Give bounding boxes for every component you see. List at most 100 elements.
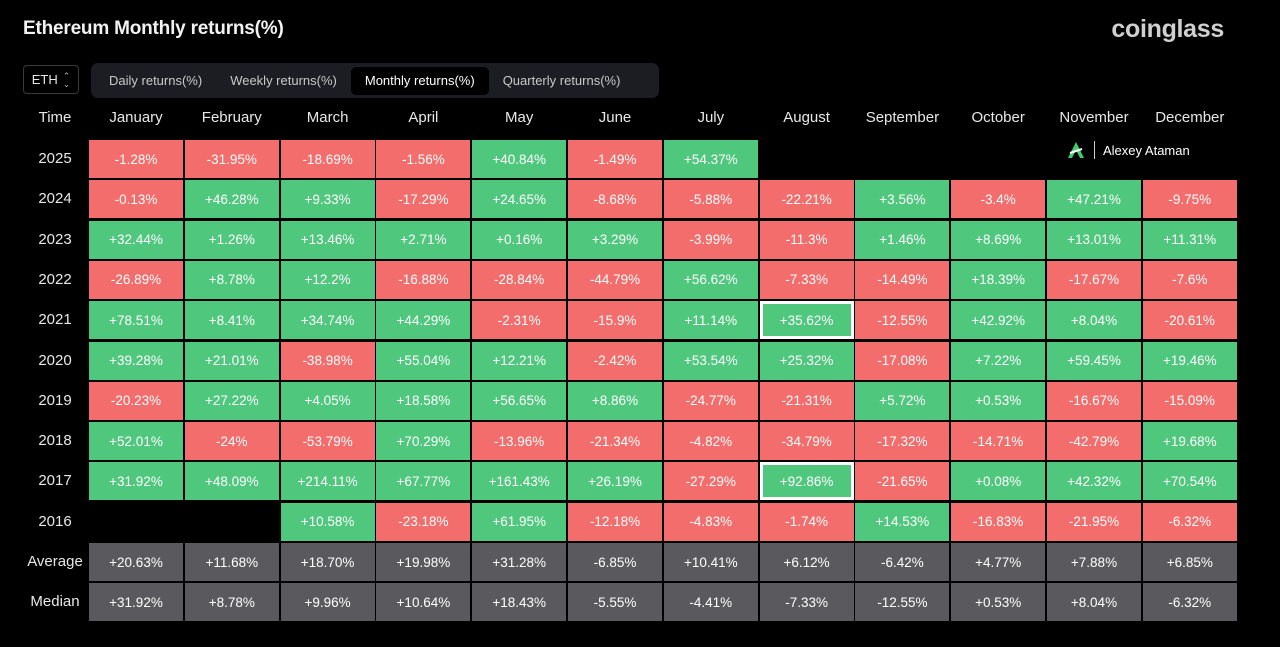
return-cell[interactable]: +46.28% <box>184 180 279 219</box>
return-cell[interactable]: +25.32% <box>759 341 854 380</box>
return-cell[interactable]: +3.29% <box>568 220 662 259</box>
return-cell[interactable]: +0.16% <box>472 220 567 259</box>
return-cell[interactable]: +8.69% <box>951 220 1046 259</box>
return-cell[interactable]: -21.95% <box>1047 502 1141 541</box>
return-cell[interactable]: -6.32% <box>1142 583 1237 622</box>
return-cell[interactable]: +53.54% <box>663 341 758 380</box>
return-cell[interactable]: +47.21% <box>1047 180 1141 219</box>
return-cell[interactable]: +9.96% <box>280 583 375 622</box>
return-cell[interactable]: -24% <box>184 422 279 461</box>
return-cell[interactable]: +11.68% <box>184 543 279 581</box>
return-cell[interactable]: +42.32% <box>1047 462 1141 501</box>
return-cell[interactable]: +8.04% <box>1047 301 1141 340</box>
return-cell[interactable]: -22.21% <box>759 180 854 219</box>
return-cell[interactable]: +4.05% <box>280 381 375 420</box>
return-cell[interactable]: -16.83% <box>951 502 1046 541</box>
return-cell[interactable]: -12.18% <box>568 502 662 541</box>
return-cell[interactable]: -0.13% <box>89 180 183 219</box>
return-cell[interactable]: +18.70% <box>280 543 375 581</box>
return-cell[interactable]: -14.49% <box>855 260 950 299</box>
return-cell[interactable]: +5.72% <box>855 381 950 420</box>
return-cell[interactable]: +32.44% <box>89 220 183 259</box>
tab-weekly-returns[interactable]: Weekly returns(%) <box>230 73 337 88</box>
return-cell[interactable]: -13.96% <box>472 422 567 461</box>
return-cell[interactable]: -23.18% <box>376 502 471 541</box>
return-cell[interactable]: +92.86% <box>759 462 854 501</box>
return-cell[interactable]: +56.65% <box>472 381 567 420</box>
return-cell[interactable]: -24.77% <box>663 381 758 420</box>
return-cell[interactable]: +7.88% <box>1047 543 1141 581</box>
return-cell[interactable]: -28.84% <box>472 260 567 299</box>
return-cell[interactable]: -17.67% <box>1047 260 1141 299</box>
return-cell[interactable]: +56.62% <box>663 260 758 299</box>
return-cell[interactable]: -2.31% <box>472 301 567 340</box>
return-cell[interactable]: +6.12% <box>759 543 854 581</box>
return-cell[interactable]: +27.22% <box>184 381 279 420</box>
symbol-select[interactable]: ETH ⌃ ⌄ <box>23 65 79 94</box>
return-cell[interactable]: +161.43% <box>472 462 567 501</box>
return-cell[interactable]: -17.32% <box>855 422 950 461</box>
return-cell[interactable]: +1.26% <box>184 220 279 259</box>
return-cell[interactable]: -7.6% <box>1142 260 1237 299</box>
return-cell[interactable]: +4.77% <box>951 543 1046 581</box>
return-cell[interactable]: +11.14% <box>663 301 758 340</box>
return-cell[interactable]: -5.88% <box>663 180 758 219</box>
return-cell[interactable]: -1.56% <box>376 140 471 178</box>
return-cell[interactable]: +19.68% <box>1142 422 1237 461</box>
return-cell[interactable]: -9.75% <box>1142 180 1237 219</box>
return-cell[interactable]: +18.43% <box>472 583 567 622</box>
return-cell[interactable]: -16.67% <box>1047 381 1141 420</box>
return-cell[interactable]: +18.58% <box>376 381 471 420</box>
return-cell[interactable]: +10.64% <box>376 583 471 622</box>
return-cell[interactable]: -2.42% <box>568 341 662 380</box>
return-cell[interactable]: +3.56% <box>855 180 950 219</box>
return-cell[interactable]: -42.79% <box>1047 422 1141 461</box>
return-cell[interactable]: -38.98% <box>280 341 375 380</box>
return-cell[interactable]: -21.34% <box>568 422 662 461</box>
return-cell[interactable]: -7.33% <box>759 260 854 299</box>
return-cell[interactable]: -3.99% <box>663 220 758 259</box>
return-cell[interactable]: +59.45% <box>1047 341 1141 380</box>
tab-daily-returns[interactable]: Daily returns(%) <box>109 73 203 88</box>
return-cell[interactable]: +48.09% <box>184 462 279 501</box>
return-cell[interactable]: -15.09% <box>1142 381 1237 420</box>
return-cell[interactable]: -5.55% <box>568 583 662 622</box>
return-cell[interactable]: +11.31% <box>1142 220 1237 259</box>
return-cell[interactable]: +8.04% <box>1047 583 1141 622</box>
return-cell[interactable]: -6.32% <box>1142 502 1237 541</box>
return-cell[interactable]: -8.68% <box>568 180 662 219</box>
return-cell[interactable]: +2.71% <box>376 220 471 259</box>
return-cell[interactable]: -34.79% <box>759 422 854 461</box>
return-cell[interactable]: +14.53% <box>855 502 950 541</box>
return-cell[interactable]: -11.3% <box>759 220 854 259</box>
return-cell[interactable]: -4.82% <box>663 422 758 461</box>
return-cell[interactable]: -7.33% <box>759 583 854 622</box>
return-cell[interactable]: +18.39% <box>951 260 1046 299</box>
return-cell[interactable]: +40.84% <box>472 140 567 178</box>
return-cell[interactable]: -44.79% <box>568 260 662 299</box>
tab-monthly-returns[interactable]: Monthly returns(%) <box>350 66 489 95</box>
return-cell[interactable]: +1.46% <box>855 220 950 259</box>
return-cell[interactable]: +31.92% <box>89 583 183 622</box>
return-cell[interactable]: +6.85% <box>1142 543 1237 581</box>
return-cell[interactable]: +12.21% <box>472 341 567 380</box>
return-cell[interactable]: -1.49% <box>568 140 662 178</box>
return-cell[interactable]: -12.55% <box>855 583 950 622</box>
return-cell[interactable]: -1.28% <box>89 140 183 178</box>
return-cell[interactable]: +10.58% <box>280 502 375 541</box>
return-cell[interactable]: -6.85% <box>568 543 662 581</box>
return-cell[interactable]: -3.4% <box>951 180 1046 219</box>
return-cell[interactable]: -31.95% <box>184 140 279 178</box>
return-cell[interactable]: +67.77% <box>376 462 471 501</box>
return-cell[interactable]: +26.19% <box>568 462 662 501</box>
return-cell[interactable]: +8.86% <box>568 381 662 420</box>
return-cell[interactable]: +0.53% <box>951 381 1046 420</box>
return-cell[interactable]: +78.51% <box>89 301 183 340</box>
return-cell[interactable]: +12.2% <box>280 260 375 299</box>
return-cell[interactable]: +0.53% <box>951 583 1046 622</box>
return-cell[interactable]: -14.71% <box>951 422 1046 461</box>
return-cell[interactable]: +10.41% <box>663 543 758 581</box>
return-cell[interactable]: +55.04% <box>376 341 471 380</box>
return-cell[interactable]: +9.33% <box>280 180 375 219</box>
return-cell[interactable]: +61.95% <box>472 502 567 541</box>
